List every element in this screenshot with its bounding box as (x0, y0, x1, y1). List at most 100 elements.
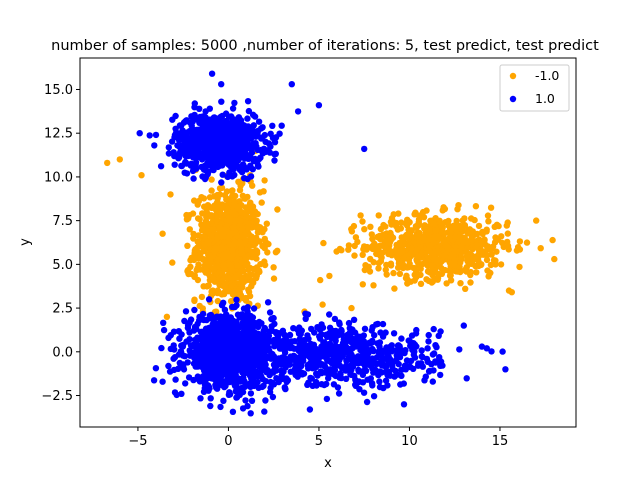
y-axis-label: y (18, 238, 33, 246)
point-neg (191, 251, 198, 258)
point-pos (202, 364, 209, 371)
point-pos (231, 380, 238, 387)
point-pos (430, 325, 437, 333)
point-pos (234, 311, 242, 318)
point-pos (203, 154, 211, 161)
point-pos (229, 408, 237, 415)
y-tick-label: 15.0 (44, 83, 73, 98)
point-neg (167, 191, 174, 198)
point-pos (425, 331, 432, 339)
point-pos (229, 352, 236, 359)
x-tick-label: −5 (128, 434, 147, 449)
point-pos (171, 354, 179, 361)
point-pos (223, 134, 231, 141)
point-pos (268, 338, 275, 345)
point-neg (200, 247, 207, 255)
point-neg (375, 265, 382, 272)
point-neg (383, 271, 390, 278)
point-pos (150, 377, 158, 384)
point-neg (516, 263, 523, 271)
point-neg (412, 209, 419, 216)
legend-label-neg: -1.0 (535, 68, 559, 83)
point-neg (487, 269, 494, 277)
point-neg (370, 282, 377, 289)
point-pos (286, 361, 293, 368)
point-pos (295, 347, 302, 355)
point-pos (264, 299, 272, 306)
point-pos (193, 341, 200, 348)
point-pos (272, 150, 279, 157)
point-neg (252, 240, 259, 248)
point-neg (190, 255, 197, 263)
point-pos (199, 373, 206, 380)
point-pos (390, 330, 398, 337)
point-pos (271, 157, 278, 164)
point-neg (184, 242, 191, 249)
point-neg (169, 259, 176, 266)
point-pos (374, 369, 381, 376)
point-neg (464, 238, 471, 245)
point-pos (214, 381, 221, 388)
point-pos (210, 137, 217, 144)
point-pos (396, 343, 403, 350)
point-pos (313, 378, 320, 386)
point-pos (429, 351, 437, 358)
point-neg (549, 236, 556, 244)
point-neg (206, 262, 213, 269)
point-neg (221, 283, 228, 290)
point-neg (439, 224, 446, 231)
point-neg (227, 298, 235, 305)
legend-marker-neg (509, 72, 517, 80)
y-tick-label: −2.5 (41, 389, 73, 404)
point-pos (279, 375, 286, 383)
point-pos (346, 325, 353, 332)
point-neg (377, 250, 385, 257)
point-neg (221, 273, 228, 280)
point-pos (228, 150, 235, 157)
legend-marker-pos (509, 95, 517, 103)
point-pos (165, 144, 172, 151)
point-pos (249, 351, 256, 358)
point-neg (371, 240, 378, 247)
point-neg (186, 226, 193, 233)
point-neg (424, 268, 432, 275)
point-pos (196, 351, 203, 359)
point-neg (390, 269, 397, 277)
point-pos (293, 370, 300, 377)
point-neg (407, 231, 414, 238)
point-neg (223, 250, 230, 257)
point-neg (375, 212, 382, 219)
point-neg (462, 285, 469, 292)
point-neg (357, 212, 364, 219)
point-neg (242, 237, 249, 244)
point-neg (430, 250, 438, 257)
point-neg (209, 288, 216, 295)
point-pos (136, 130, 143, 137)
point-pos (244, 344, 251, 352)
point-pos (178, 349, 185, 357)
point-pos (208, 70, 216, 77)
point-neg (514, 244, 522, 251)
point-neg (260, 188, 267, 195)
point-pos (361, 145, 368, 153)
point-pos (160, 326, 168, 334)
point-pos (146, 132, 153, 139)
point-pos (185, 143, 192, 150)
point-neg (202, 269, 209, 276)
point-neg (216, 185, 224, 192)
point-neg (440, 239, 447, 246)
point-neg (216, 224, 223, 231)
point-pos (208, 159, 216, 166)
point-pos (211, 128, 219, 136)
point-neg (467, 268, 474, 276)
point-neg (362, 262, 369, 269)
point-pos (286, 344, 294, 352)
point-neg (228, 187, 235, 195)
point-pos (363, 398, 371, 406)
point-pos (230, 136, 238, 143)
point-pos (422, 373, 429, 380)
point-pos (234, 151, 241, 158)
point-pos (231, 99, 238, 107)
point-neg (200, 256, 207, 263)
point-pos (398, 335, 405, 342)
